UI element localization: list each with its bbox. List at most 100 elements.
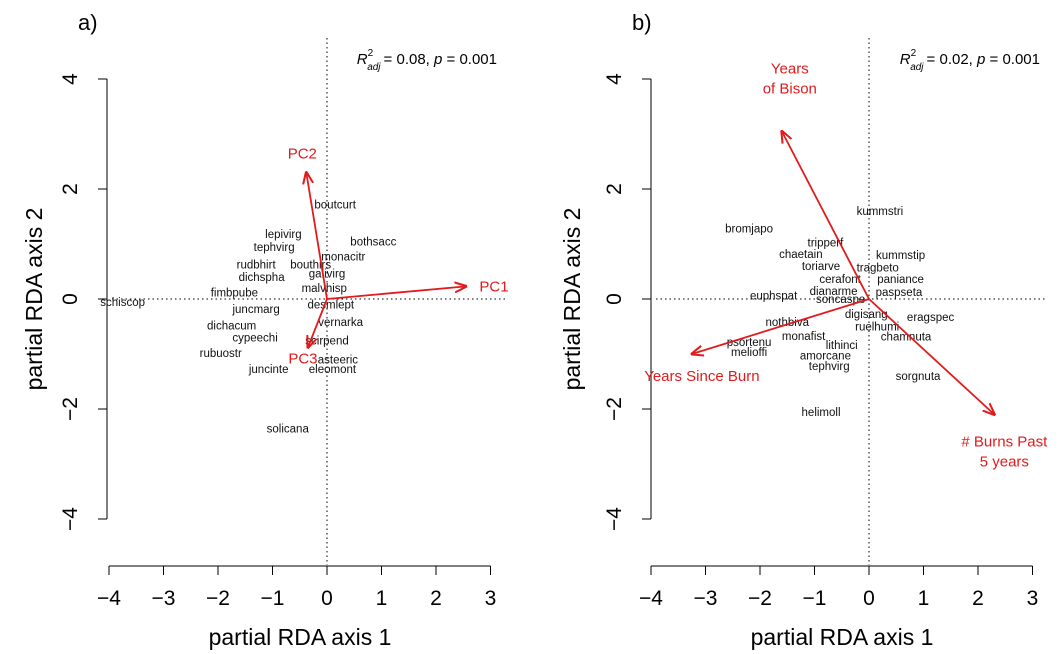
species-label: solicana bbox=[267, 423, 310, 435]
species-label: tephvirg bbox=[809, 361, 850, 373]
species-label: schiscop bbox=[100, 297, 145, 309]
species-label: soncaspe bbox=[816, 294, 865, 306]
species-label: bromjapo bbox=[725, 224, 773, 236]
stat-values: = 0.02, p = 0.001 bbox=[924, 51, 1040, 68]
species-label: kummstip bbox=[876, 250, 925, 262]
subscript-adj: adj bbox=[367, 62, 381, 73]
vectors: Years of Bison Years Since Burn # Burns Pas… bbox=[644, 60, 1048, 470]
panel-a: a) −4 −3 −2 −1 0 1 2 3 partial RDA axis 1 −4 −2 0 2 4 p… bbox=[21, 10, 509, 650]
species-label: lithinci bbox=[826, 340, 858, 352]
p-symbol: p bbox=[976, 51, 985, 68]
y-tick-label: 2 bbox=[603, 183, 626, 195]
superscript-2: 2 bbox=[368, 48, 374, 59]
y-tick-label: −4 bbox=[59, 507, 82, 531]
subscript-adj: adj bbox=[910, 62, 924, 73]
species-label: kummstri bbox=[857, 206, 904, 218]
x-tick-label: 1 bbox=[376, 587, 388, 610]
x-tick-label: 1 bbox=[918, 587, 930, 610]
vector-arrow bbox=[782, 131, 870, 300]
y-tick-label: 4 bbox=[59, 73, 82, 85]
x-tick-label: −2 bbox=[206, 587, 230, 610]
vector-arrow bbox=[868, 298, 994, 415]
x-tick-label: −3 bbox=[694, 587, 718, 610]
r-symbol: R bbox=[357, 51, 368, 68]
species-label: monafist bbox=[782, 331, 826, 343]
species-label: paspseta bbox=[876, 287, 923, 299]
species-label: dianarme bbox=[810, 286, 858, 298]
species-label: chaetain bbox=[779, 249, 822, 261]
species-label: melioffi bbox=[731, 347, 767, 359]
vector-arrow bbox=[692, 298, 870, 354]
species-label: juncmarg bbox=[231, 304, 279, 316]
species-label: malvhisp bbox=[302, 283, 347, 295]
species-label: dichacum bbox=[207, 320, 256, 332]
vector-arrow bbox=[306, 173, 328, 300]
y-axis-label: partial RDA axis 2 bbox=[559, 208, 585, 391]
y-axis: −4 −2 0 2 4 partial RDA axis 2 bbox=[21, 73, 108, 531]
x-tick-label: −1 bbox=[803, 587, 827, 610]
species-label: dichspha bbox=[239, 272, 286, 284]
panel-b: b) −4 −3 −2 −1 0 1 2 3 partial RDA axis 1 −4 −2 0 2 4 p… bbox=[559, 10, 1048, 650]
vector-label: PC3 bbox=[288, 350, 317, 367]
y-axis: −4 −2 0 2 4 partial RDA axis 2 bbox=[559, 73, 652, 531]
vector-label: # Burns Past bbox=[961, 434, 1048, 451]
x-tick-label: 3 bbox=[1027, 587, 1039, 610]
species-label: cerafont bbox=[819, 274, 861, 286]
species-labels: schiscop boutcurt bothsacc monacitr lepivirg… bbox=[100, 199, 396, 435]
panel-label: a) bbox=[78, 10, 98, 35]
species-label: asteeric bbox=[318, 355, 359, 367]
species-label: digisang bbox=[845, 309, 888, 321]
species-label: vernarka bbox=[318, 317, 363, 329]
x-tick-label: −4 bbox=[639, 587, 663, 610]
vector-label: PC2 bbox=[288, 146, 317, 163]
vector-label: Years Since Burn bbox=[644, 368, 759, 385]
species-label: tripperf bbox=[808, 237, 845, 249]
x-tick-label: 0 bbox=[863, 587, 875, 610]
y-tick-label: 0 bbox=[603, 293, 626, 305]
panel-label: b) bbox=[632, 10, 652, 35]
species-label: fimbpube bbox=[211, 287, 258, 299]
species-label: galivirg bbox=[309, 269, 345, 281]
y-tick-label: 4 bbox=[603, 73, 626, 85]
x-tick-label: 0 bbox=[321, 587, 333, 610]
species-label: rudbhirt bbox=[237, 259, 277, 271]
y-tick-label: 0 bbox=[59, 293, 82, 305]
vector-label: 5 years bbox=[980, 454, 1029, 471]
species-label: euphspat bbox=[750, 291, 798, 303]
species-label: rubuostr bbox=[200, 348, 242, 360]
x-axis: −4 −3 −2 −1 0 1 2 3 partial RDA axis 1 bbox=[639, 565, 1039, 650]
x-tick-label: −1 bbox=[261, 587, 285, 610]
species-label: juncinte bbox=[248, 364, 289, 376]
vector-label: PC1 bbox=[479, 278, 508, 295]
x-tick-label: −2 bbox=[748, 587, 772, 610]
x-tick-label: −3 bbox=[152, 587, 176, 610]
x-tick-label: 2 bbox=[972, 587, 984, 610]
x-axis-label: partial RDA axis 1 bbox=[209, 624, 392, 650]
p-symbol: p bbox=[433, 51, 442, 68]
x-axis: −4 −3 −2 −1 0 1 2 3 partial RDA axis 1 bbox=[97, 565, 497, 650]
vector-arrow bbox=[326, 286, 466, 300]
species-label: helimoll bbox=[802, 407, 841, 419]
vector-label: Years bbox=[771, 60, 809, 77]
x-tick-label: 3 bbox=[485, 587, 497, 610]
y-axis-label: partial RDA axis 2 bbox=[21, 208, 47, 391]
species-label: bothsacc bbox=[350, 236, 396, 248]
species-label: ruelhumi bbox=[855, 322, 899, 334]
species-label: monacitr bbox=[321, 252, 365, 264]
vector-label: of Bison bbox=[763, 80, 817, 97]
vectors: PC1 PC2 PC3 bbox=[288, 146, 509, 368]
x-axis-label: partial RDA axis 1 bbox=[751, 624, 934, 650]
y-tick-label: 2 bbox=[59, 183, 82, 195]
y-tick-label: −2 bbox=[603, 397, 626, 421]
species-label: sorgnuta bbox=[896, 371, 941, 383]
r-symbol: R bbox=[900, 51, 911, 68]
r-squared-annotation: R2 adj = 0.02, p = 0.001 bbox=[900, 48, 1040, 73]
y-tick-label: −2 bbox=[59, 397, 82, 421]
species-label: paniance bbox=[877, 274, 924, 286]
species-label: tephvirg bbox=[254, 242, 295, 254]
species-label: boutcurt bbox=[314, 199, 356, 211]
species-label: chamnuta bbox=[881, 331, 932, 343]
r-squared-annotation: R2 adj = 0.08, p = 0.001 bbox=[357, 48, 497, 73]
